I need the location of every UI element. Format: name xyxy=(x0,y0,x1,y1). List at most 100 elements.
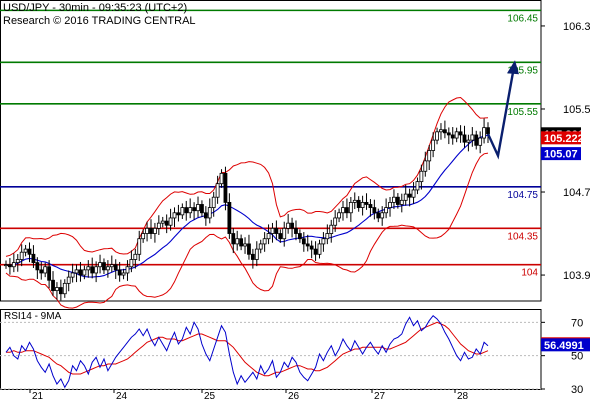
level-label-104: 104 xyxy=(521,268,538,279)
candle-body xyxy=(380,212,385,219)
rsi-line xyxy=(5,314,489,389)
rsi-panel-frame xyxy=(0,309,542,390)
price-panel-frame xyxy=(0,0,542,302)
candle-body xyxy=(305,243,310,247)
candle-body xyxy=(352,199,357,203)
candle-body xyxy=(207,207,212,219)
candle-body xyxy=(278,233,283,240)
rsi-badge-label-lower: 56.4991 xyxy=(544,340,584,352)
candle-body xyxy=(470,134,475,141)
candle-body xyxy=(450,134,455,139)
candle-body xyxy=(258,243,263,250)
candle-body xyxy=(153,227,157,234)
candle-body xyxy=(160,220,165,224)
candle-body xyxy=(403,193,408,201)
candle-body xyxy=(270,227,275,234)
candle-body xyxy=(294,227,298,234)
candle-body xyxy=(466,139,471,143)
candle-body xyxy=(262,238,267,245)
candle-body xyxy=(376,212,381,219)
candle-body xyxy=(286,222,291,229)
candle-body xyxy=(219,172,224,185)
candle-body xyxy=(282,227,287,240)
candle-body xyxy=(223,172,228,203)
candle-body xyxy=(399,199,404,205)
candle-body xyxy=(309,245,314,250)
price-axis-label-105.5: 105.5 xyxy=(563,104,590,116)
candle-body xyxy=(27,248,32,255)
candle-body xyxy=(411,189,416,198)
rsi-axis-label-50: 50 xyxy=(571,351,583,363)
price-badge-lower xyxy=(541,147,581,161)
chart-copyright: Research © 2016 TRADING CENTRAL xyxy=(3,15,196,27)
candle-body xyxy=(333,217,338,226)
bollinger-upper-band xyxy=(5,96,489,257)
rsi-ma-line xyxy=(6,321,489,377)
candle-body xyxy=(239,238,244,247)
candle-body xyxy=(109,264,114,268)
level-label-105.55: 105.55 xyxy=(507,107,538,118)
candle-body xyxy=(192,207,196,212)
candle-body xyxy=(266,233,271,240)
candle-body xyxy=(215,183,220,198)
candle-body xyxy=(231,233,236,245)
candle-body xyxy=(392,196,396,203)
rsi-badge-lower xyxy=(541,338,590,352)
candle-body xyxy=(250,253,255,260)
candle-body xyxy=(125,266,130,274)
candle-body xyxy=(247,243,251,255)
candle-body xyxy=(78,269,83,276)
candle-body xyxy=(149,227,153,234)
candle-body xyxy=(274,227,279,234)
price-badge-label-lower: 105.07 xyxy=(544,149,578,161)
candle-body xyxy=(176,212,181,216)
projection-arrow-line xyxy=(486,72,515,160)
candle-body xyxy=(47,266,52,281)
candle-body xyxy=(227,201,232,234)
candle-body xyxy=(243,243,247,247)
x-axis-label-24: 24 xyxy=(116,391,128,400)
candle-body xyxy=(196,204,200,212)
x-axis-label-25: 25 xyxy=(204,391,216,400)
projection-arrow-head xyxy=(507,60,519,75)
candle-body xyxy=(35,262,40,271)
level-label-104.75: 104.75 xyxy=(507,190,538,201)
candle-body xyxy=(235,238,240,245)
candle-body xyxy=(298,233,302,240)
candle-body xyxy=(8,264,12,268)
candle-body xyxy=(66,276,71,284)
candle-body xyxy=(19,251,24,260)
level-label-105.95: 105.95 xyxy=(507,65,538,76)
candle-body xyxy=(113,264,118,271)
candle-body xyxy=(321,238,326,245)
price-axis-label-103.9: 103.9 xyxy=(563,270,590,282)
candle-body xyxy=(203,212,208,219)
candle-body xyxy=(188,207,193,214)
candle-body xyxy=(427,150,432,162)
candle-body xyxy=(388,201,392,208)
candle-body xyxy=(360,201,365,208)
candle-body xyxy=(43,266,48,274)
candle-body xyxy=(372,207,377,214)
candle-body xyxy=(407,193,412,198)
candle-body xyxy=(419,170,424,183)
candle-body xyxy=(145,227,149,234)
candle-body xyxy=(462,134,467,143)
candle-body xyxy=(74,269,79,274)
price-badge-upper xyxy=(541,131,581,145)
candle-body xyxy=(415,181,420,191)
candle-body xyxy=(325,233,330,240)
x-axis-label-21: 21 xyxy=(32,391,44,400)
level-label-106.45: 106.45 xyxy=(507,13,538,24)
candle-body xyxy=(62,282,67,295)
x-axis-label-27: 27 xyxy=(374,391,386,400)
candle-body xyxy=(141,233,146,240)
candle-body xyxy=(31,253,36,263)
candle-body xyxy=(301,238,306,245)
candle-body xyxy=(15,259,20,263)
candle-body xyxy=(98,262,102,268)
candle-body xyxy=(364,201,369,205)
rsi-panel-title: RSI14 - 9MA xyxy=(4,311,62,322)
price-axis-label-106.3: 106.3 xyxy=(563,21,590,33)
